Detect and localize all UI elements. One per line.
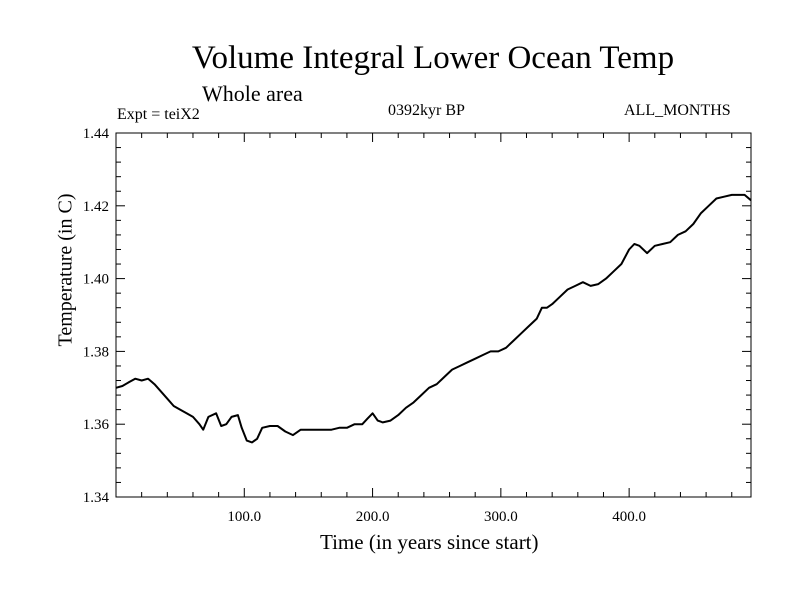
- axis-ticks: [116, 132, 751, 498]
- temperature-series-line: [115, 193, 752, 444]
- y-tick-label: 1.42: [83, 199, 109, 215]
- period-label: 0392kyr BP: [388, 102, 465, 119]
- months-label: ALL_MONTHS: [624, 102, 731, 119]
- x-tick-label: 200.0: [356, 509, 390, 525]
- y-tick-label: 1.34: [83, 490, 110, 506]
- x-tick-label: 300.0: [484, 509, 518, 525]
- y-tick-label: 1.40: [83, 272, 109, 288]
- chart-subtitle: Whole area: [202, 81, 303, 106]
- chart-title: Volume Integral Lower Ocean Temp: [191, 40, 675, 76]
- x-tick-label: 400.0: [612, 509, 646, 525]
- x-axis-label: Time (in years since start): [320, 530, 539, 554]
- plot-frame: [115, 132, 752, 498]
- y-tick-label: 1.36: [83, 417, 110, 433]
- axis-tick-labels: 100.0 200.0 300.0 400.0 1.34 1.36 1.38 1.40 1.42…: [83, 126, 646, 525]
- experiment-label: Expt = teiX2: [117, 106, 200, 123]
- x-tick-label: 100.0: [227, 509, 261, 525]
- y-tick-label: 1.44: [83, 126, 110, 142]
- y-tick-label: 1.38: [83, 344, 109, 360]
